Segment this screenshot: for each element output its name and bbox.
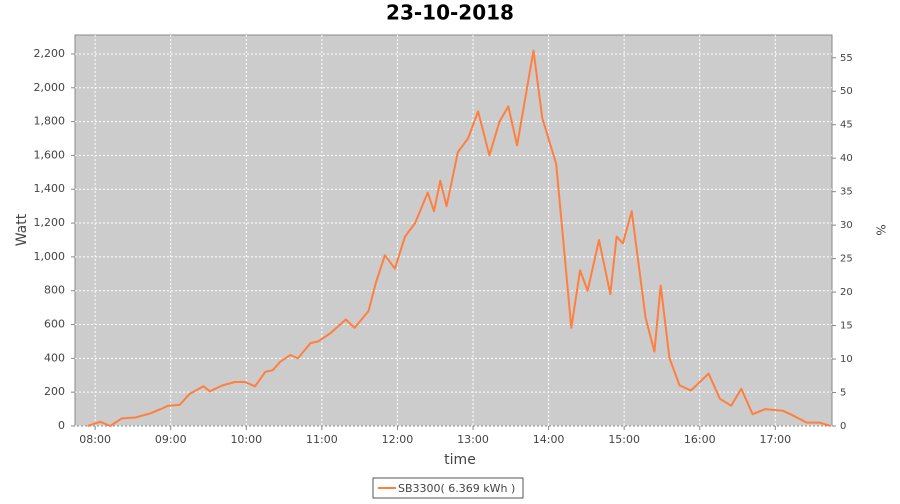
x-tick-label: 10:00	[230, 433, 262, 446]
y2-tick-label: 45	[840, 120, 853, 131]
y-tick-label: 0	[58, 419, 65, 432]
y2-tick-label: 0	[840, 421, 846, 432]
x-tick-label: 14:00	[533, 433, 565, 446]
plot-area	[74, 34, 833, 427]
y2-tick-label: 25	[840, 254, 853, 265]
x-tick-label: 09:00	[155, 433, 187, 446]
y-tick-label: 2,000	[34, 81, 66, 94]
y-tick-label: 1,600	[34, 148, 66, 161]
y-tick-label: 400	[44, 351, 65, 364]
x-tick-label: 17:00	[759, 433, 791, 446]
y-tick-label: 800	[44, 284, 65, 297]
y-tick-label: 200	[44, 385, 65, 398]
y2-tick-label: 5	[840, 388, 846, 399]
y-tick-label: 1,800	[34, 115, 66, 128]
y2-tick-label: 35	[840, 187, 853, 198]
x-tick-label: 15:00	[608, 433, 640, 446]
y2-tick-label: 15	[840, 321, 853, 332]
legend-box	[372, 477, 524, 499]
y-tick-label: 1,400	[34, 182, 66, 195]
x-tick-label: 16:00	[684, 433, 716, 446]
y2-tick-label: 50	[840, 86, 853, 97]
y2-tick-label: 40	[840, 153, 853, 164]
y2-axis-label: %	[874, 224, 888, 235]
y-tick-label: 1,200	[34, 216, 66, 229]
x-tick-label: 12:00	[382, 433, 414, 446]
x-tick-label: 13:00	[457, 433, 489, 446]
y-tick-label: 600	[44, 318, 65, 331]
y2-tick-label: 55	[840, 53, 853, 64]
x-axis-label: time	[444, 452, 476, 468]
y2-tick-label: 10	[840, 354, 853, 365]
y2-tick-label: 20	[840, 287, 853, 298]
y-tick-label: 1,000	[34, 250, 66, 263]
x-tick-label: 08:00	[79, 433, 111, 446]
legend-label: SB3300( 6.369 kWh )	[398, 482, 515, 495]
x-tick-label: 11:00	[306, 433, 338, 446]
y-axis-label: Watt	[14, 213, 30, 246]
series-line	[87, 49, 831, 427]
y-tick-label: 2,200	[34, 47, 66, 60]
chart-title: 23-10-2018	[386, 1, 514, 25]
y2-tick-label: 30	[840, 220, 853, 231]
